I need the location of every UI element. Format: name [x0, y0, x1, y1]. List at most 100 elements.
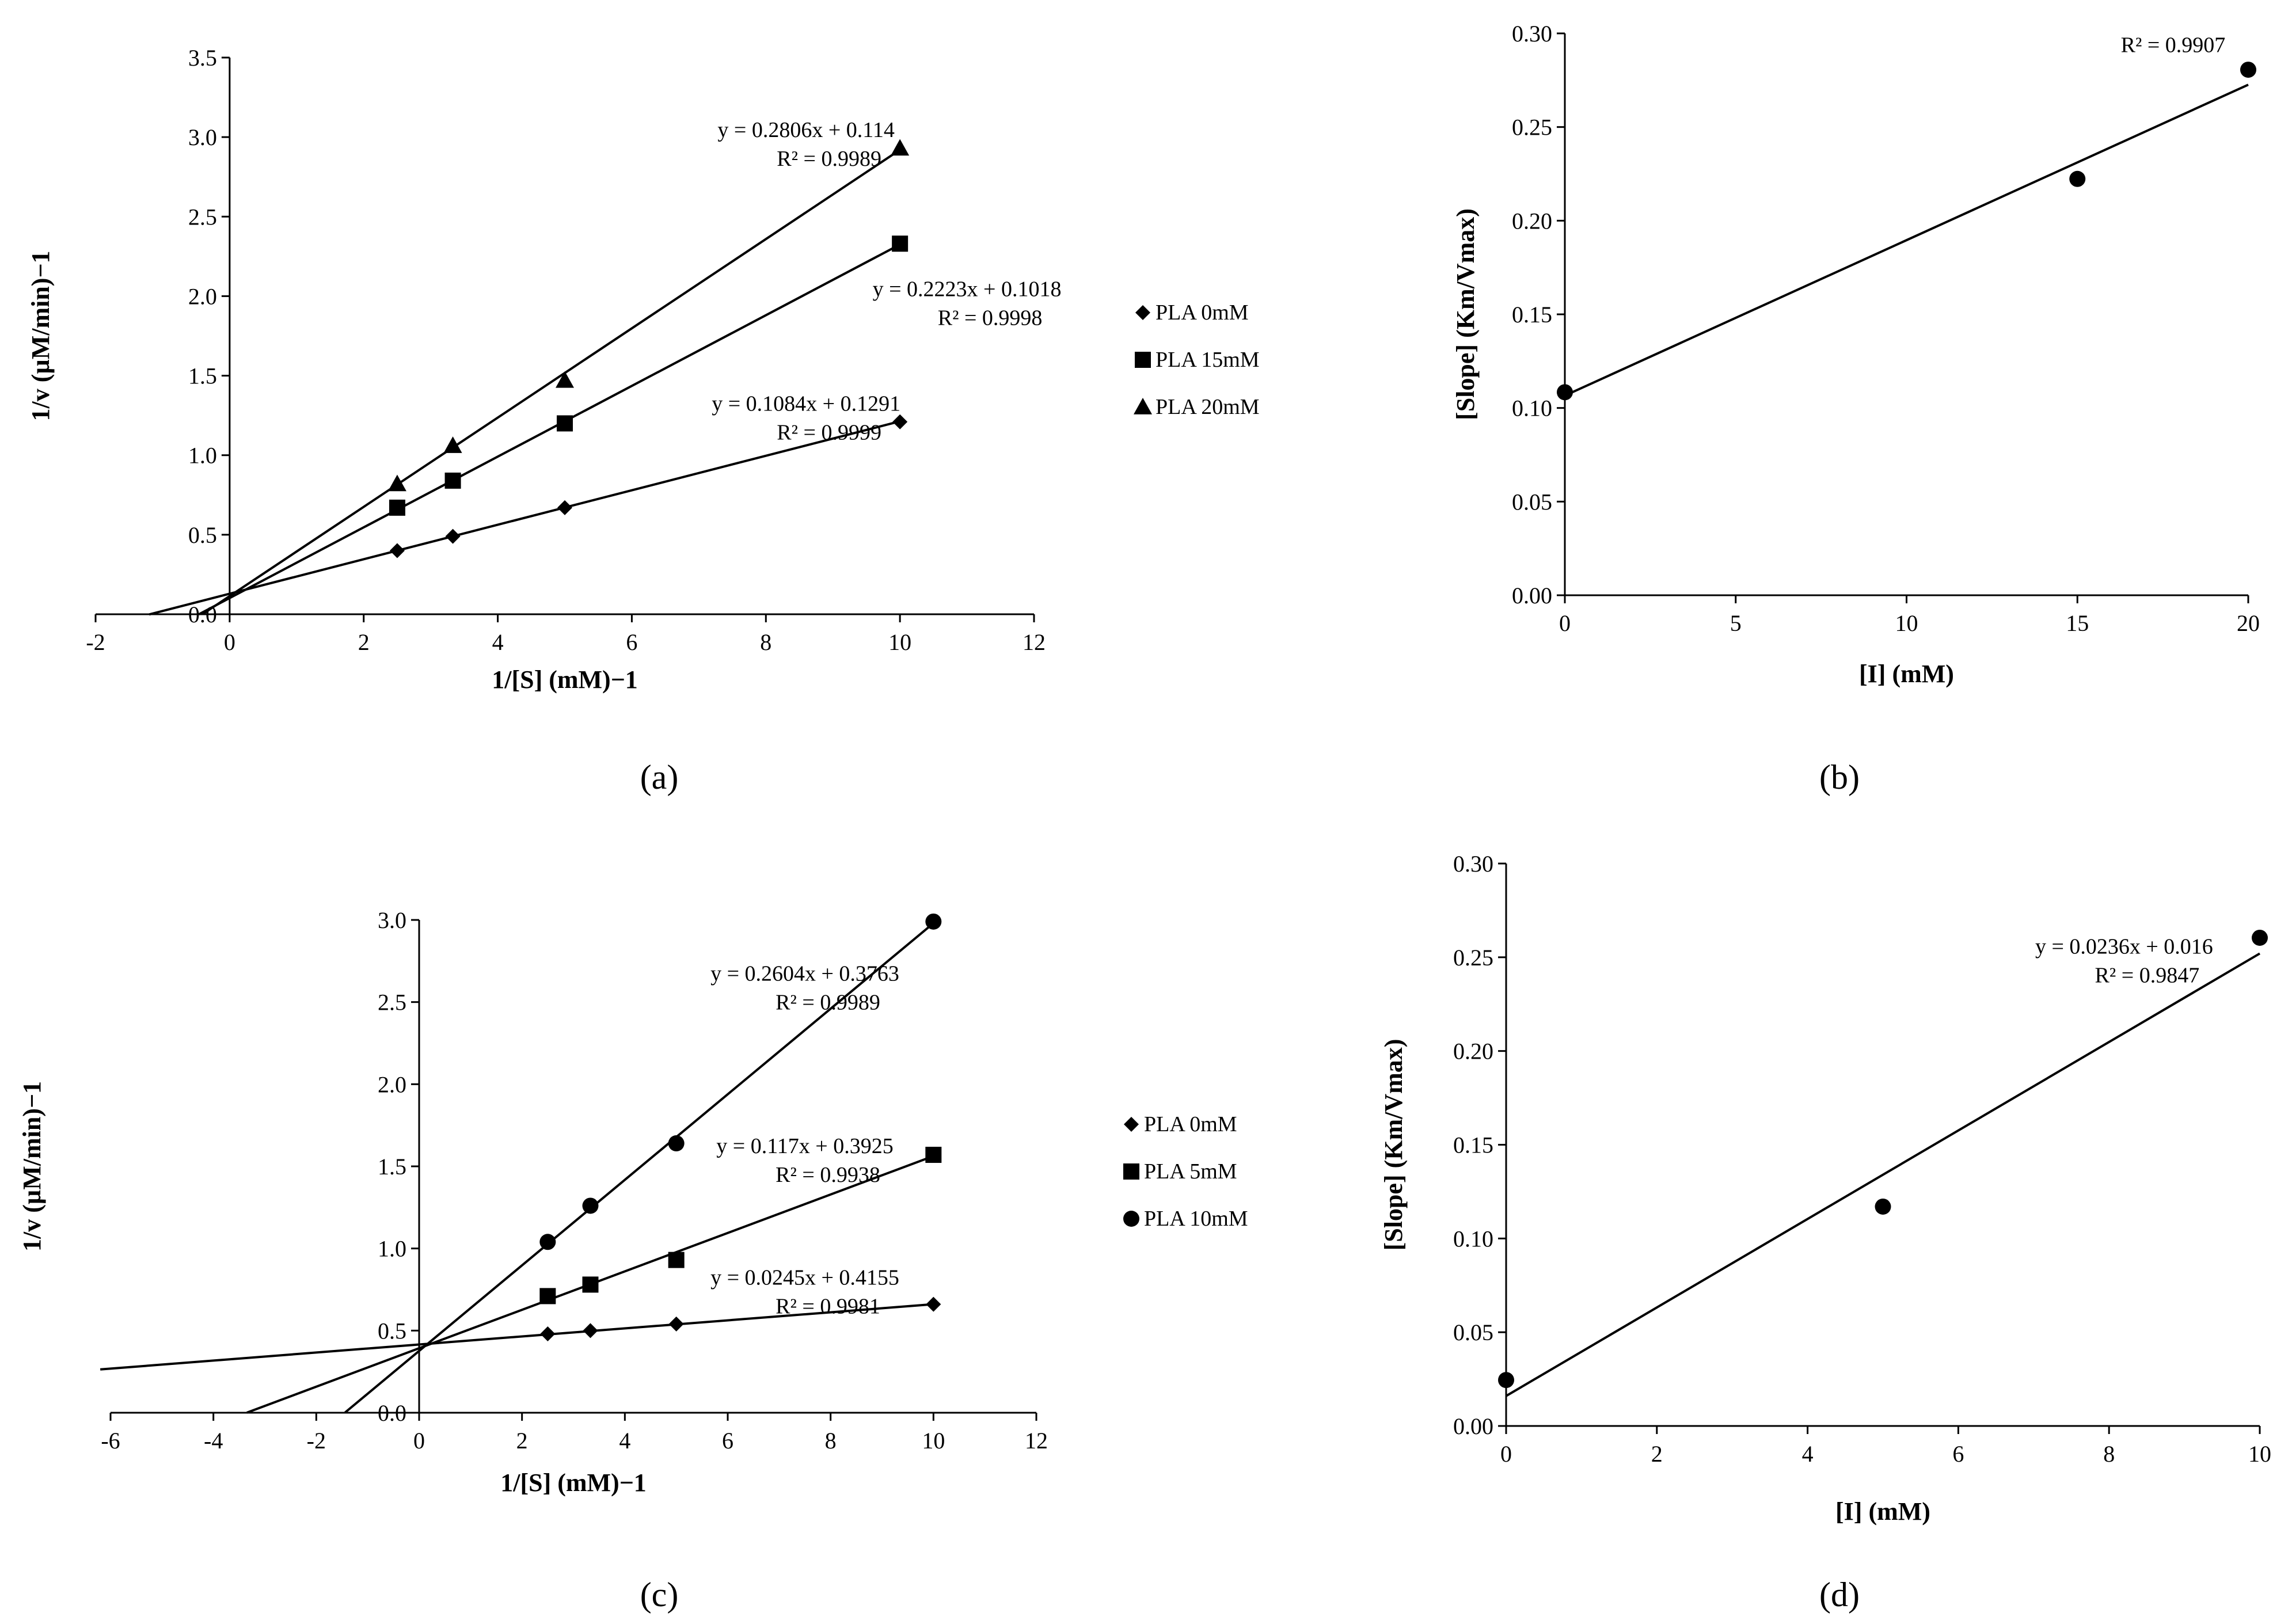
data-point [389, 543, 405, 558]
series-pla-10mm: y = 0.2604x + 0.3763 R² = 0.9989 [344, 913, 942, 1414]
y-axis-title: 1/v (µM/min)−1 [18, 1081, 46, 1252]
legend-item-label: PLA 0mM [1155, 301, 1249, 325]
x-tick-label: 0 [1559, 610, 1571, 636]
y-tick-label: 1.0 [188, 443, 217, 469]
chart-panel-d: 0 2 4 6 8 10 0.00 0.05 0.10 0.15 0.20 0.25 0.30 y = 0… [1379, 851, 2271, 1614]
data-point [925, 913, 942, 930]
x-tick-label: 4 [492, 629, 504, 655]
data-point [892, 414, 908, 429]
x-tick-label: 10 [922, 1428, 945, 1454]
x-tick-label: -4 [204, 1428, 223, 1454]
x-tick-label: 15 [2066, 610, 2089, 636]
panel-caption: (c) [640, 1576, 679, 1614]
series-pla-15mm: y = 0.2223x + 0.1018 R² = 0.9998 [198, 235, 1062, 615]
x-tick-label: 6 [722, 1428, 733, 1454]
r-squared-label: R² = 0.9847 [2095, 963, 2200, 987]
y-axis-title: 1/v (µM/min)−1 [26, 250, 55, 421]
y-tick-label: 0.5 [188, 522, 217, 548]
r-squared-label: R² = 0.9999 [777, 420, 881, 444]
trendline [100, 1303, 934, 1371]
x-tick-label: 10 [1895, 610, 1918, 636]
trendline [344, 922, 934, 1414]
legend-marker [1134, 398, 1152, 414]
legend-item-label: PLA 10mM [1144, 1207, 1248, 1231]
legend-item-label: PLA 5mM [1144, 1159, 1237, 1184]
legend-marker [1123, 1211, 1139, 1227]
data-point [387, 474, 406, 492]
x-tick-label: 0 [224, 629, 235, 655]
data-point [582, 1276, 599, 1293]
y-tick-label: 3.0 [188, 124, 217, 150]
legend: PLA 0mM PLA 15mM PLA 20mM [1134, 301, 1260, 419]
y-tick-label: 2.0 [378, 1071, 406, 1097]
y-tick-label: 1.5 [188, 363, 217, 389]
series-pla-0mm: y = 0.1084x + 0.1291 R² = 0.9999 [149, 391, 908, 616]
series-pla-0mm: y = 0.0245x + 0.4155 R² = 0.9981 [100, 1265, 941, 1371]
x-axis-title: [I] (mM) [1835, 1497, 1930, 1526]
legend-marker [1124, 1117, 1139, 1132]
data-point [540, 1326, 556, 1342]
y-tick-label: 3.5 [188, 45, 217, 71]
data-point [926, 1296, 941, 1312]
y-tick-label: 0.25 [1453, 945, 1493, 971]
y-axis-title: [Slope] (Km/Vmax) [1451, 208, 1480, 420]
data-point [668, 1252, 685, 1268]
y-tick-label: 0.0 [378, 1400, 406, 1426]
x-tick-label: 6 [1952, 1441, 1964, 1467]
chart-panel-b: 0 5 10 15 20 0.00 0.05 0.10 0.15 0.20 0.25 0.30 R² =… [1451, 21, 2260, 796]
x-tick-label: -6 [101, 1428, 120, 1454]
x-axis-title: 1/[S] (mM)−1 [492, 665, 638, 694]
r-squared-label: R² = 0.9907 [2121, 33, 2226, 58]
y-tick-label: 0.20 [1453, 1039, 1493, 1064]
y-tick-label: 1.5 [378, 1154, 406, 1180]
legend-marker [1123, 1163, 1139, 1180]
data-point [2252, 929, 2268, 946]
data-point [668, 1135, 685, 1152]
trendline [1564, 83, 2249, 397]
data-point [892, 235, 909, 252]
x-tick-label: 0 [413, 1428, 425, 1454]
y-tick-label: 2.5 [378, 990, 406, 1016]
trendline-equation: y = 0.0236x + 0.016 [2035, 934, 2213, 959]
panel-caption: (b) [1819, 758, 1860, 796]
x-tick-label: 10 [888, 629, 911, 655]
y-tick-label: 0.05 [1512, 489, 1552, 515]
legend-marker [1135, 352, 1151, 368]
x-tick-label: 8 [2103, 1441, 2115, 1467]
legend-item-label: PLA 15mM [1155, 348, 1260, 372]
x-tick-label: 4 [1802, 1441, 1814, 1467]
y-tick-label: 3.0 [378, 907, 406, 933]
y-tick-label: 0.5 [378, 1318, 406, 1344]
x-tick-label: 20 [2237, 610, 2260, 636]
data-point [539, 1288, 556, 1304]
x-tick-label: 12 [1023, 629, 1046, 655]
data-point [891, 139, 910, 156]
x-tick-label: 6 [626, 629, 637, 655]
data-point [1498, 1372, 1514, 1389]
y-tick-label: 2.5 [188, 204, 217, 230]
x-tick-label: 10 [2248, 1441, 2271, 1467]
r-squared-label: R² = 0.9938 [776, 1163, 880, 1187]
series-pla-5mm: y = 0.117x + 0.3925 R² = 0.9938 [246, 1134, 942, 1414]
data-point [582, 1197, 599, 1214]
data-point [444, 472, 461, 489]
data-point [389, 499, 405, 516]
x-tick-label: -2 [307, 1428, 326, 1454]
y-tick-label: 0.10 [1512, 395, 1552, 421]
x-tick-label: 0 [1500, 1441, 1512, 1467]
data-point [557, 415, 573, 432]
y-tick-label: 0.30 [1512, 21, 1552, 47]
panel-caption: (d) [1819, 1576, 1860, 1614]
series-slope: y = 0.0236x + 0.016 R² = 0.9847 [1498, 929, 2268, 1397]
y-tick-label: 0.20 [1512, 208, 1552, 234]
data-point [2240, 62, 2256, 78]
trendline [149, 420, 900, 616]
data-point [668, 1316, 684, 1332]
x-tick-label: 8 [760, 629, 771, 655]
data-point [1557, 384, 1573, 401]
y-tick-label: 0.10 [1453, 1226, 1493, 1252]
trendline-equation: y = 0.117x + 0.3925 [716, 1134, 893, 1158]
y-tick-label: 0.15 [1512, 302, 1552, 328]
y-tick-label: 1.0 [378, 1236, 406, 1262]
y-tick-label: 0.00 [1512, 583, 1552, 608]
